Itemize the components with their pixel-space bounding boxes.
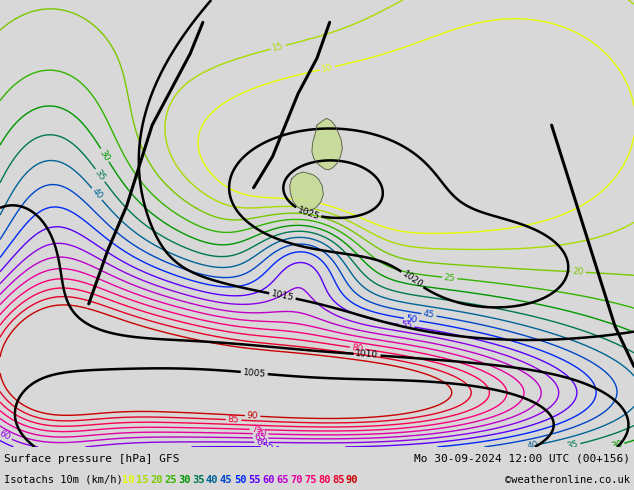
Text: 20: 20	[573, 267, 584, 277]
Text: 75: 75	[252, 425, 263, 434]
Text: 85: 85	[332, 475, 344, 485]
Text: 30: 30	[610, 440, 624, 451]
Text: 30: 30	[178, 475, 190, 485]
Text: 1015: 1015	[270, 289, 295, 303]
Text: 55: 55	[248, 475, 261, 485]
Text: 25: 25	[164, 475, 176, 485]
Text: 35: 35	[93, 168, 107, 183]
Text: 50: 50	[405, 314, 418, 325]
Polygon shape	[294, 220, 298, 224]
Text: 40: 40	[526, 440, 539, 451]
Text: 60: 60	[0, 429, 12, 442]
Text: Mo 30-09-2024 12:00 UTC (00+156): Mo 30-09-2024 12:00 UTC (00+156)	[414, 454, 630, 464]
Polygon shape	[290, 172, 323, 211]
Text: 25: 25	[444, 273, 456, 283]
Text: Isotachs 10m (km/h): Isotachs 10m (km/h)	[4, 475, 129, 485]
Text: 40: 40	[206, 475, 219, 485]
Text: 85: 85	[228, 415, 240, 425]
Text: 1020: 1020	[401, 269, 424, 290]
Text: 1010: 1010	[355, 349, 379, 360]
Text: 65: 65	[255, 434, 266, 442]
Text: 90: 90	[247, 411, 259, 421]
Text: 55: 55	[400, 320, 413, 331]
Text: 75: 75	[304, 475, 316, 485]
Text: 15: 15	[136, 475, 148, 485]
Text: 20: 20	[150, 475, 162, 485]
Text: 35: 35	[192, 475, 205, 485]
Text: 55: 55	[262, 442, 275, 451]
Text: 1005: 1005	[242, 368, 266, 378]
Text: Surface pressure [hPa] GFS: Surface pressure [hPa] GFS	[4, 454, 179, 464]
Text: 15: 15	[271, 42, 285, 53]
Text: 90: 90	[346, 475, 358, 485]
Text: 70: 70	[255, 429, 266, 439]
Text: 80: 80	[318, 475, 330, 485]
Text: 1025: 1025	[296, 205, 321, 221]
Text: 60: 60	[256, 438, 268, 447]
Text: 35: 35	[566, 440, 579, 451]
Text: 65: 65	[276, 475, 288, 485]
Text: 10: 10	[321, 63, 334, 74]
Text: 80: 80	[351, 343, 364, 354]
Text: 10: 10	[122, 475, 134, 485]
Text: 70: 70	[290, 475, 302, 485]
Text: 45: 45	[220, 475, 233, 485]
Text: 50: 50	[234, 475, 247, 485]
Polygon shape	[312, 119, 342, 170]
Text: 45: 45	[423, 310, 436, 320]
Text: ©weatheronline.co.uk: ©weatheronline.co.uk	[505, 475, 630, 485]
Text: 40: 40	[90, 187, 104, 201]
Text: 30: 30	[98, 148, 112, 163]
Text: 60: 60	[262, 475, 275, 485]
